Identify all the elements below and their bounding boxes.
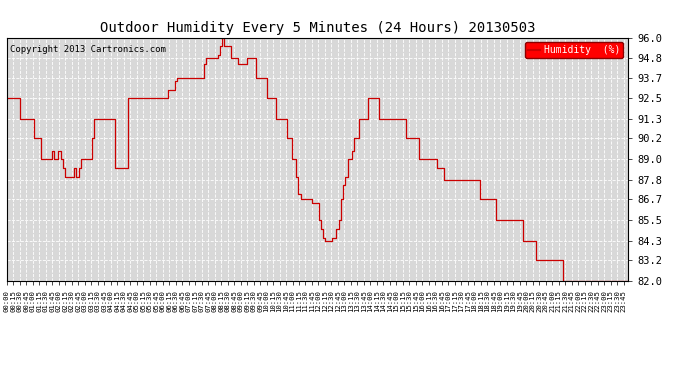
- Legend: Humidity  (%): Humidity (%): [525, 42, 623, 58]
- Title: Outdoor Humidity Every 5 Minutes (24 Hours) 20130503: Outdoor Humidity Every 5 Minutes (24 Hou…: [99, 21, 535, 35]
- Text: Copyright 2013 Cartronics.com: Copyright 2013 Cartronics.com: [10, 45, 166, 54]
